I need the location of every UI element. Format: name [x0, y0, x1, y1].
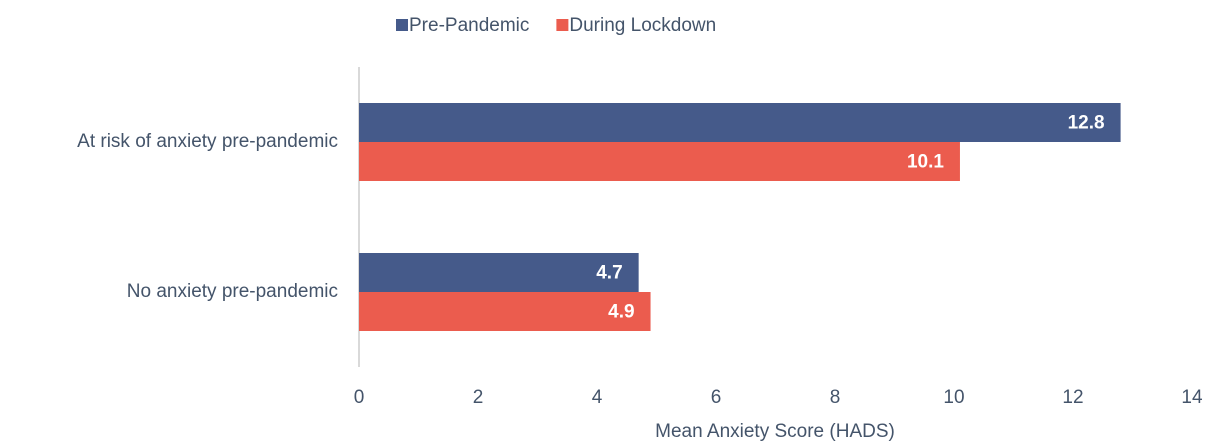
x-tick-label: 2	[473, 387, 484, 408]
bar	[359, 292, 651, 331]
legend-swatch	[556, 19, 569, 31]
x-tick-label: 4	[592, 387, 603, 408]
x-tick-label: 6	[711, 387, 722, 408]
x-tick-label: 12	[1062, 387, 1083, 408]
y-tick-label: At risk of anxiety pre-pandemic	[77, 131, 338, 152]
x-axis-label: Mean Anxiety Score (HADS)	[655, 421, 895, 441]
value-label: 4.7	[596, 263, 622, 284]
value-label: 12.8	[1068, 113, 1105, 134]
bar	[359, 142, 960, 181]
value-label: 10.1	[907, 152, 944, 173]
x-tick-label: 8	[830, 387, 841, 408]
bar	[359, 103, 1121, 142]
bar	[359, 253, 639, 292]
legend-label: During Lockdown	[569, 15, 716, 36]
y-tick-label: No anxiety pre-pandemic	[127, 281, 338, 302]
x-tick-label: 10	[943, 387, 964, 408]
x-tick-label: 14	[1181, 387, 1203, 408]
legend-label: Pre-Pandemic	[409, 15, 529, 36]
value-label: 4.9	[608, 302, 634, 323]
x-tick-label: 0	[354, 387, 365, 408]
legend-swatch	[396, 19, 408, 31]
